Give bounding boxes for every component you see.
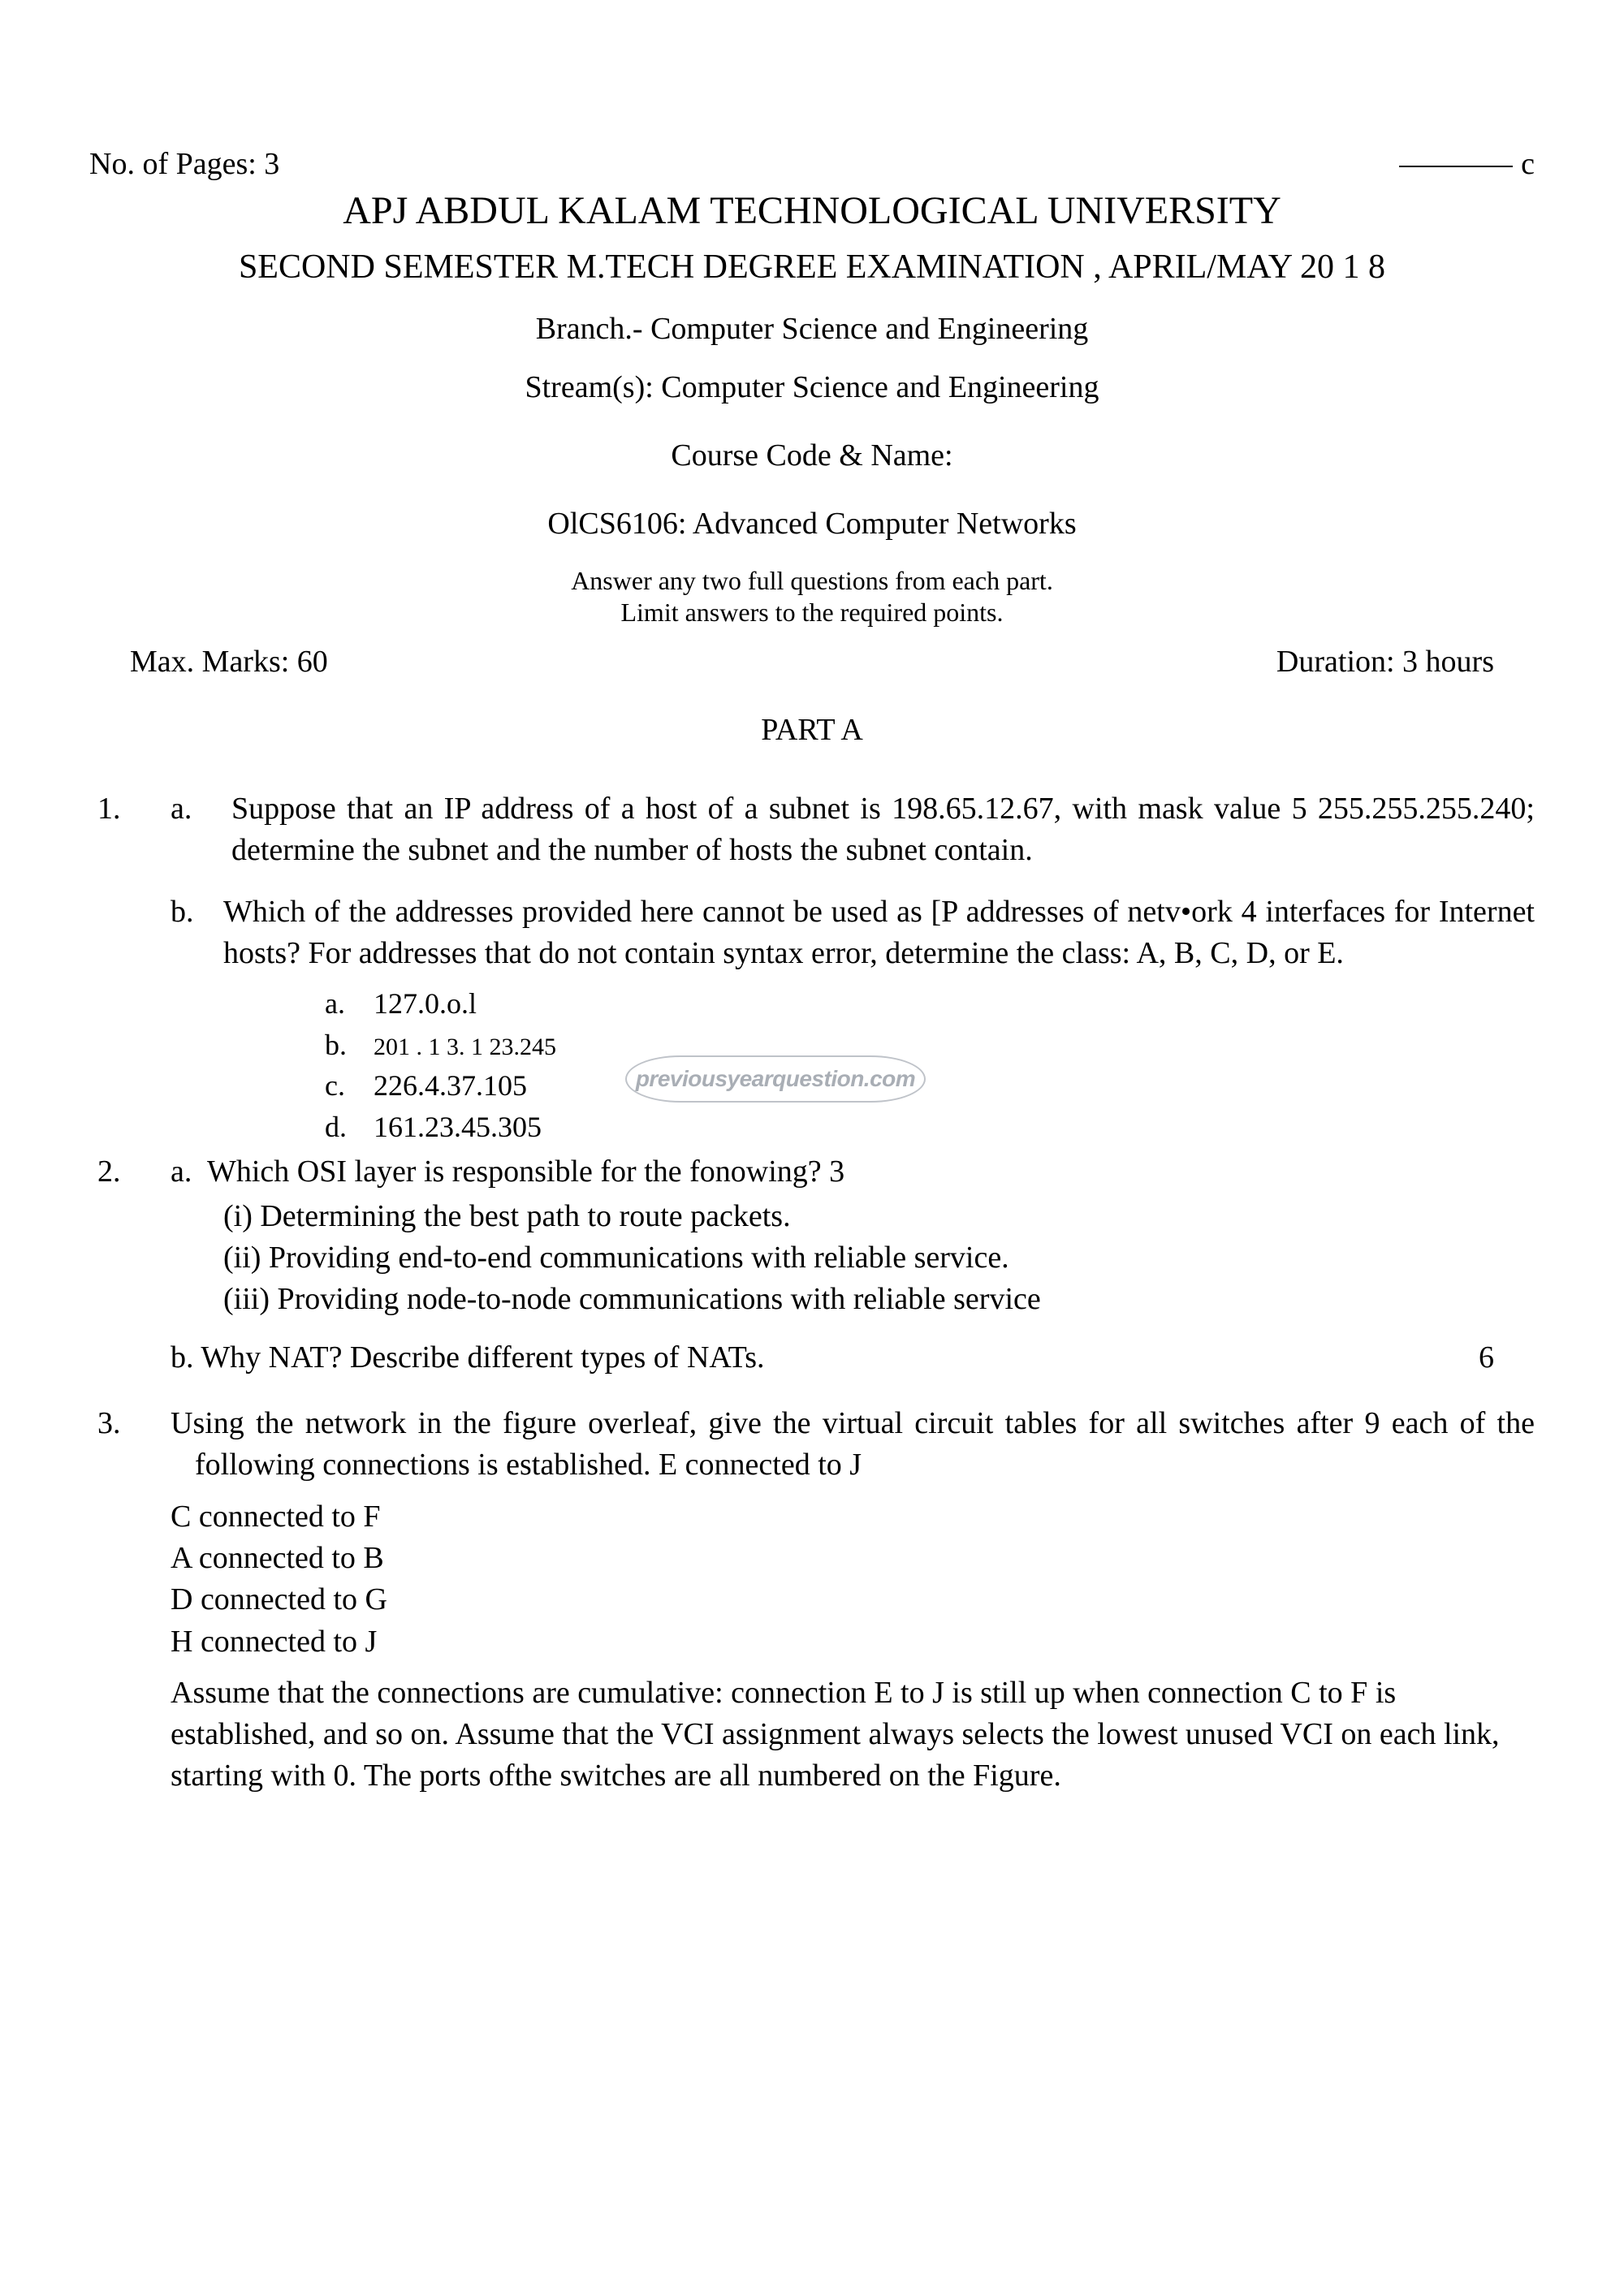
part-a-heading: PART A — [89, 712, 1535, 748]
max-marks: Max. Marks: 60 — [130, 644, 328, 680]
q2b-text: . Why NAT? Describe different types of N… — [186, 1340, 764, 1375]
pages-label: No. of Pages: 3 — [89, 146, 279, 182]
instruction-line-1: Answer any two full questions from each … — [89, 566, 1535, 596]
q3-conn2: A connected to B — [171, 1538, 1535, 1579]
duration: Duration: 3 hours — [1276, 644, 1494, 680]
q3-number: 3. — [89, 1403, 171, 1487]
code-suffix: c — [1521, 146, 1535, 182]
q2b-container: b. Why NAT? Describe different types of … — [171, 1337, 764, 1379]
opt-a-label: a. — [325, 984, 374, 1024]
q2b-label: b — [171, 1340, 186, 1375]
instruction-line-2: Limit answers to the required points. — [89, 598, 1535, 628]
opt-b-label: b. — [325, 1025, 374, 1065]
opt-b-value: 201 . 1 3. 1 23.245 — [374, 1031, 556, 1064]
question-3: 3. Using the network in the figure overl… — [89, 1403, 1535, 1798]
q1a-text: Suppose that an IP address of a host of … — [207, 788, 1535, 872]
question-2: 2. a. Which OSI layer is responsible for… — [89, 1151, 1535, 1379]
header-right: c — [1399, 146, 1535, 182]
q3-conn1: C connected to F — [171, 1496, 1535, 1538]
q2-number: 2. — [89, 1151, 171, 1321]
roman-ii: (ii) Providing end-to-end communications… — [223, 1237, 1535, 1279]
q1a-label: a. — [171, 788, 207, 872]
course-code: OlCS6106: Advanced Computer Networks — [89, 506, 1535, 542]
opt-d-label: d. — [325, 1107, 374, 1147]
university-title: APJ ABDUL KALAM TECHNOLOGICAL UNIVERSITY — [89, 188, 1535, 233]
opt-a-value: 127.0.o.l — [374, 984, 477, 1024]
blank-line — [1399, 166, 1513, 167]
q1b-label: b. — [171, 891, 207, 975]
branch-label: Branch.- Computer Science and Engineerin… — [89, 311, 1535, 347]
course-code-label: Course Code & Name: — [89, 438, 1535, 473]
q3-conn3: D connected to G — [171, 1579, 1535, 1621]
watermark-stamp: previousyearquestion.com — [625, 1055, 926, 1103]
q1b-text: Which of the addresses provided here can… — [207, 891, 1535, 975]
opt-c-label: c. — [325, 1066, 374, 1106]
roman-iii: (iii) Providing node-to-node communicati… — [223, 1279, 1535, 1320]
q2b-marks: 6 — [1479, 1337, 1535, 1379]
exam-title: SECOND SEMESTER M.TECH DEGREE EXAMINATIO… — [89, 248, 1535, 287]
marks-row: Max. Marks: 60 Duration: 3 hours — [89, 644, 1535, 680]
roman-i: (i) Determining the best path to route p… — [223, 1196, 1535, 1237]
q2a-label: a. — [171, 1151, 207, 1193]
header-row: No. of Pages: 3 c — [89, 146, 1535, 182]
q1-number: 1. — [89, 788, 171, 875]
opt-c-value: 226.4.37.105 — [374, 1066, 527, 1106]
q2a-text: Which OSI layer is responsible for the f… — [207, 1151, 1535, 1193]
q3-text: Using the network in the figure overleaf… — [171, 1403, 1535, 1487]
opt-d-value: 161.23.45.305 — [374, 1107, 542, 1147]
streams-label: Stream(s): Computer Science and Engineer… — [89, 369, 1535, 405]
q3-conn4: H connected to J — [171, 1621, 1535, 1663]
q3-connections: C connected to F A connected to B D conn… — [171, 1496, 1535, 1663]
q2a-roman: (i) Determining the best path to route p… — [171, 1196, 1535, 1321]
q3-assumption: Assume that the connections are cumulati… — [171, 1672, 1535, 1798]
